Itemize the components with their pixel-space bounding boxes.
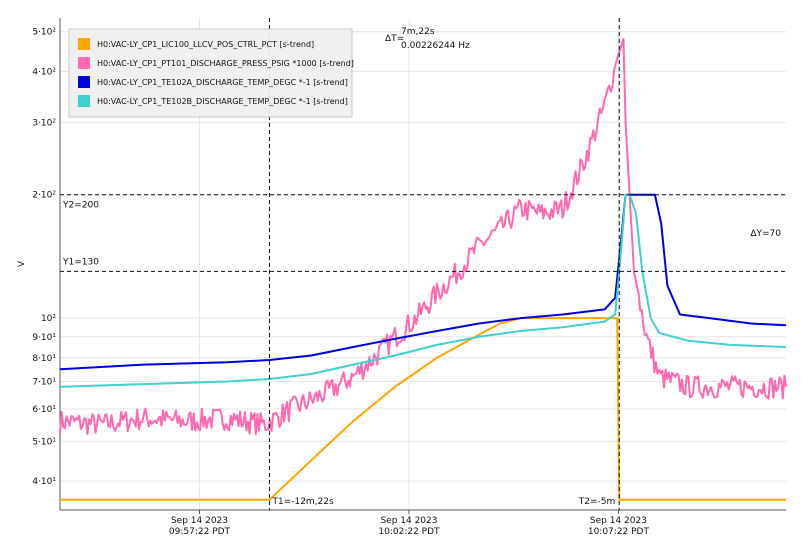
y-tick-label: 10² — [41, 314, 56, 324]
series-line-3 — [59, 193, 787, 371]
y-tick-label: 7·10¹ — [32, 378, 56, 388]
legend-entry: H0:VAC-LY_CP1_TE102A_DISCHARGE_TEMP_DEGC… — [97, 78, 348, 87]
series-line-4 — [59, 193, 787, 388]
y-tick-label: 4·10² — [32, 67, 56, 77]
t1-label: T1=-12m,22s — [271, 497, 334, 507]
legend-swatch — [78, 57, 90, 69]
y-tick-label: 2·10² — [32, 191, 56, 201]
legend-box — [68, 28, 353, 118]
x-tick-label: 09:57:22 PDT — [169, 527, 231, 537]
axes: 4·10¹ 5·10¹ 6·10¹ 7·10¹ 8·10¹ 9·10¹ 10² 2·10² 3·… — [17, 18, 786, 537]
cursors: T1=-12m,22s T2=-5m Y2=200 Y1=130 ΔY=70 ΔT=7m,… — [60, 18, 786, 510]
x-tick-label: Sep 14 2023 — [171, 516, 228, 526]
legend-swatch — [78, 76, 90, 88]
y-tick-label: 4·10¹ — [32, 477, 56, 487]
y-tick-label: 8·10¹ — [32, 354, 56, 364]
y1-label: Y1=130 — [62, 257, 99, 267]
series-line-2 — [59, 38, 787, 436]
legend-entry: H0:VAC-LY_CP1_PT101_DISCHARGE_PRESS_PSIG… — [97, 59, 354, 68]
delta-freq-value: 0.00226244 Hz — [401, 41, 470, 51]
legend: H0:VAC-LY_CP1_LIC100_LLCV_POS_CTRL_PCT [… — [68, 28, 354, 118]
t2-label: T2=-5m — [578, 497, 616, 507]
series-group — [59, 38, 787, 501]
y-tick-label: 6·10¹ — [32, 405, 56, 415]
x-tick-label: 10:02:22 PDT — [378, 527, 440, 537]
x-tick-label: Sep 14 2023 — [380, 516, 437, 526]
x-tick-label: Sep 14 2023 — [590, 516, 647, 526]
delta-t-value: 7m,22s — [401, 27, 435, 37]
delta-y-label: ΔY=70 — [750, 229, 781, 239]
legend-swatch — [78, 95, 90, 107]
y2-label: Y2=200 — [62, 201, 99, 211]
legend-entry: H0:VAC-LY_CP1_LIC100_LLCV_POS_CTRL_PCT [… — [97, 40, 314, 49]
y-tick-label: 9·10¹ — [32, 333, 56, 343]
y-tick-label: 5·10² — [32, 28, 56, 38]
legend-swatch — [78, 38, 90, 50]
y-tick-label: 5·10¹ — [32, 437, 56, 447]
x-tick-label: 10:07:22 PDT — [588, 527, 650, 537]
y-axis-title: V — [17, 260, 27, 267]
legend-entry: H0:VAC-LY_CP1_TE102B_DISCHARGE_TEMP_DEGC… — [97, 97, 348, 106]
y-tick-label: 3·10² — [32, 119, 56, 129]
delta-t-prefix: ΔT= — [385, 34, 404, 44]
